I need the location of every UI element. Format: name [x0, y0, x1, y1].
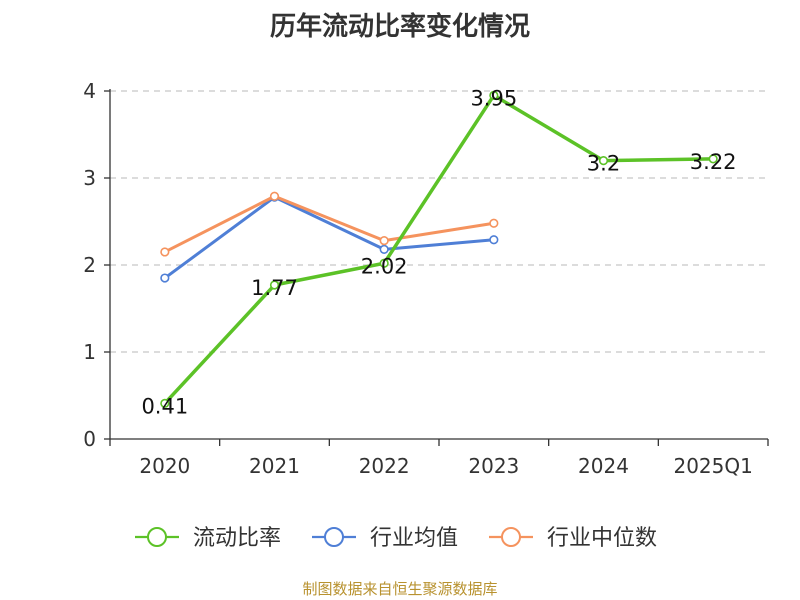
- data-label: 1.77: [251, 276, 298, 300]
- data-label: 3.95: [470, 86, 517, 110]
- data-label: 0.41: [141, 394, 188, 418]
- y-tick-label: 3: [83, 166, 96, 190]
- x-tick-label: 2022: [359, 454, 410, 478]
- legend-label-0: 流动比率: [193, 526, 281, 551]
- source-note: 制图数据来自恒生聚源数据库: [302, 580, 498, 598]
- x-tick-label: 2020: [139, 454, 190, 478]
- series-point-1: [160, 273, 170, 283]
- series-point-2: [269, 191, 280, 201]
- legend-marker-0: [147, 527, 167, 547]
- series-point-0: [708, 154, 718, 164]
- chart-title: 历年流动比率变化情况: [269, 12, 530, 42]
- data-label: 3.2: [587, 152, 620, 176]
- series-line-0: [163, 93, 715, 406]
- series-point-0: [160, 398, 170, 408]
- legend-marker-1: [324, 527, 344, 547]
- series-point-1: [489, 235, 499, 245]
- y-tick-label: 0: [83, 427, 96, 451]
- x-tick-label: 2021: [249, 454, 300, 478]
- y-tick-label: 4: [83, 79, 96, 103]
- series-point-0: [489, 90, 499, 100]
- legend-label-1: 行业均值: [370, 526, 458, 551]
- y-tick-label: 1: [83, 340, 96, 364]
- series-point-0: [598, 156, 609, 166]
- series-point-0: [379, 258, 389, 268]
- series-point-2: [379, 236, 389, 246]
- series-point-2: [160, 247, 170, 257]
- data-label: 2.02: [361, 254, 408, 278]
- series-line-2: [163, 194, 496, 254]
- x-tick-label: 2023: [468, 454, 519, 478]
- legend-marker-2: [501, 527, 521, 547]
- x-tick-label: 2024: [578, 454, 629, 478]
- legend-label-2: 行业中位数: [547, 526, 657, 551]
- data-label: 3.22: [690, 150, 737, 174]
- series-line-1: [163, 195, 496, 280]
- x-tick-label: 2025Q1: [673, 454, 752, 478]
- y-tick-label: 2: [83, 253, 96, 277]
- series-point-0: [269, 280, 280, 290]
- series-point-1: [379, 244, 389, 254]
- series-point-2: [489, 218, 499, 228]
